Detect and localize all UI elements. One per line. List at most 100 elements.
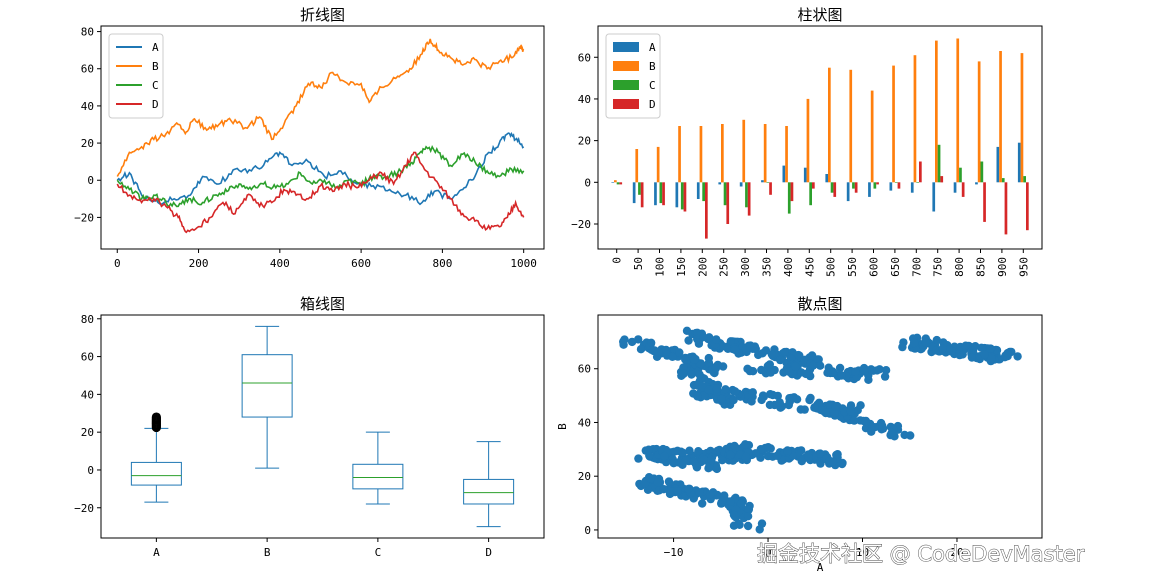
bar-C-800	[959, 167, 962, 183]
scatter-point	[780, 347, 789, 357]
bar-A-50	[632, 182, 636, 204]
bar-chart-xtick-label: 550	[846, 257, 859, 277]
bar-B-700	[913, 55, 917, 183]
scatter-point	[797, 446, 806, 455]
scatter-point	[823, 368, 832, 377]
scatter-point	[645, 451, 654, 460]
bar-B-600	[870, 90, 874, 183]
box-plot-ytick-label: 80	[81, 313, 94, 326]
box-body-B	[241, 354, 293, 418]
line-chart-ytick-label: 40	[81, 100, 94, 113]
line-chart-legend-label-B: B	[152, 60, 159, 73]
bar-chart-panel: 0 50 100 150 200 250 300 350 400 450 500 550 600 650 7…	[571, 6, 1043, 277]
box-xtick-label: A	[153, 546, 160, 559]
bar-D-500	[833, 182, 837, 197]
bar-chart-legend-swatch-B	[613, 61, 639, 71]
scatter-point	[694, 447, 703, 456]
scatter-point	[821, 408, 830, 418]
line-chart-xtick-label: 0	[114, 257, 121, 270]
bar-D-700	[919, 161, 922, 183]
scatter-ytick-label: 60	[578, 363, 591, 376]
scatter-point	[731, 513, 741, 522]
scatter-point	[870, 423, 879, 432]
scatter-point	[750, 343, 759, 352]
scatter-point	[695, 370, 704, 379]
line-chart-legend-box	[108, 33, 164, 119]
scatter-xtick-label: 10	[856, 546, 869, 559]
line-series-A	[116, 131, 525, 206]
scatter-point	[757, 395, 766, 405]
bar-C-300	[745, 182, 748, 208]
scatter-point	[705, 333, 714, 342]
scatter-point	[684, 484, 693, 494]
bar-C-350	[766, 182, 770, 183]
scatter-point	[1013, 352, 1022, 361]
scatter-point	[850, 416, 859, 425]
box-xtick-label: B	[264, 546, 271, 559]
bar-chart-title: 柱状图	[797, 6, 842, 24]
scatter-point	[860, 367, 869, 376]
scatter-point	[846, 401, 856, 410]
scatter-point	[744, 505, 753, 514]
line-chart-ytick-label: −20	[74, 211, 94, 224]
bar-A-700	[910, 182, 914, 193]
line-chart-xtick-label: 1000	[510, 257, 537, 270]
bar-C-250	[723, 182, 727, 206]
line-chart-title: 折线图	[300, 6, 345, 24]
line-chart-xtick-label: 600	[351, 257, 371, 270]
scatter-point	[711, 363, 721, 373]
scatter-point	[938, 344, 947, 353]
scatter-point	[726, 337, 735, 346]
bar-chart-xtick-label: 450	[803, 257, 816, 277]
bar-B-450	[806, 98, 810, 183]
box-plot-title: 箱线图	[300, 295, 345, 313]
bar-B-500	[828, 67, 831, 183]
box-body-A	[130, 461, 182, 486]
scatter-point	[776, 355, 785, 365]
bar-chart-xtick-label: 300	[739, 257, 752, 277]
scatter-point	[743, 364, 752, 373]
line-chart-ytick-label: 80	[81, 26, 94, 39]
scatter-point	[887, 428, 896, 438]
scatter-point	[692, 463, 702, 472]
box-xtick-label: C	[375, 546, 382, 559]
scatter-point	[856, 401, 865, 410]
bar-chart-legend-label-D: D	[649, 98, 656, 111]
scatter-point	[743, 512, 753, 521]
scatter-point	[712, 384, 722, 394]
scatter-point	[721, 385, 730, 394]
scatter-point	[784, 400, 793, 410]
scatter-xtick-label: −10	[664, 546, 684, 559]
scatter-point	[846, 407, 856, 416]
scatter-xtick-label: 0	[765, 546, 772, 559]
scatter-point	[741, 452, 751, 462]
bar-B-300	[742, 119, 746, 183]
scatter-point	[961, 341, 970, 350]
scatter-point	[736, 499, 746, 508]
bar-C-100	[659, 182, 663, 204]
bar-chart-xtick-label: 0	[611, 257, 624, 264]
bar-C-750	[937, 144, 941, 183]
scatter-point	[757, 519, 767, 528]
scatter-point	[673, 487, 682, 496]
bar-A-850	[975, 182, 978, 185]
scatter-point	[775, 398, 784, 407]
scatter-point	[627, 337, 637, 347]
bar-D-650	[897, 182, 901, 189]
scatter-point	[659, 485, 668, 494]
scatter-point	[717, 394, 726, 403]
box-plot-frame	[100, 314, 545, 539]
scatter-point	[729, 395, 738, 405]
scatter-point	[851, 367, 860, 376]
scatter-point	[643, 485, 653, 494]
scatter-ytick-label: 20	[578, 470, 591, 483]
scatter-point	[669, 459, 678, 468]
line-chart-ytick-label: 20	[81, 137, 94, 150]
scatter-point	[1003, 348, 1012, 358]
bar-C-500	[830, 182, 834, 193]
scatter-point	[986, 344, 995, 353]
bar-B-0	[614, 180, 617, 183]
scatter-point	[906, 431, 915, 440]
scatter-point	[730, 345, 740, 355]
